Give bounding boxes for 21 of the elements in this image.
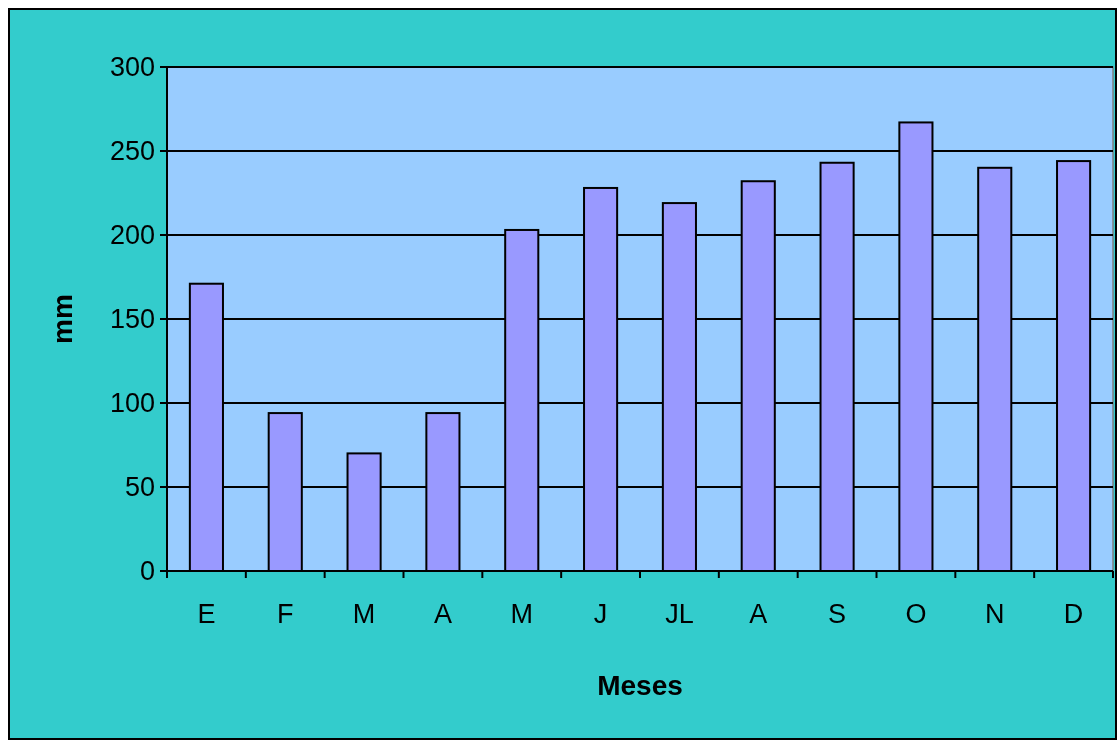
x-tick-label: N [985,599,1005,629]
x-tick-label: A [433,599,452,629]
y-tick-label: 150 [109,304,155,335]
x-tick-label: M [352,599,376,629]
y-tick-label: 300 [109,52,155,83]
x-tick-label: A [749,599,768,629]
x-tick-label: JL [665,599,694,629]
x-tick-label: D [1063,599,1084,629]
x-tick-label: S [828,599,847,629]
y-tick-label: 100 [109,388,155,419]
y-tick-label: 50 [124,472,155,503]
x-tick-label: J [593,599,608,629]
y-axis-title: mm [47,294,78,344]
y-tick-label: 250 [109,136,155,167]
x-tick-label: E [197,599,216,629]
y-tick-label: 0 [139,556,155,587]
x-tick-label: M [510,599,533,629]
x-tick-label: F [277,599,294,629]
x-tick-label: O [905,599,927,629]
y-tick-label: 200 [109,220,155,251]
x-axis-title: Meses [597,670,683,701]
